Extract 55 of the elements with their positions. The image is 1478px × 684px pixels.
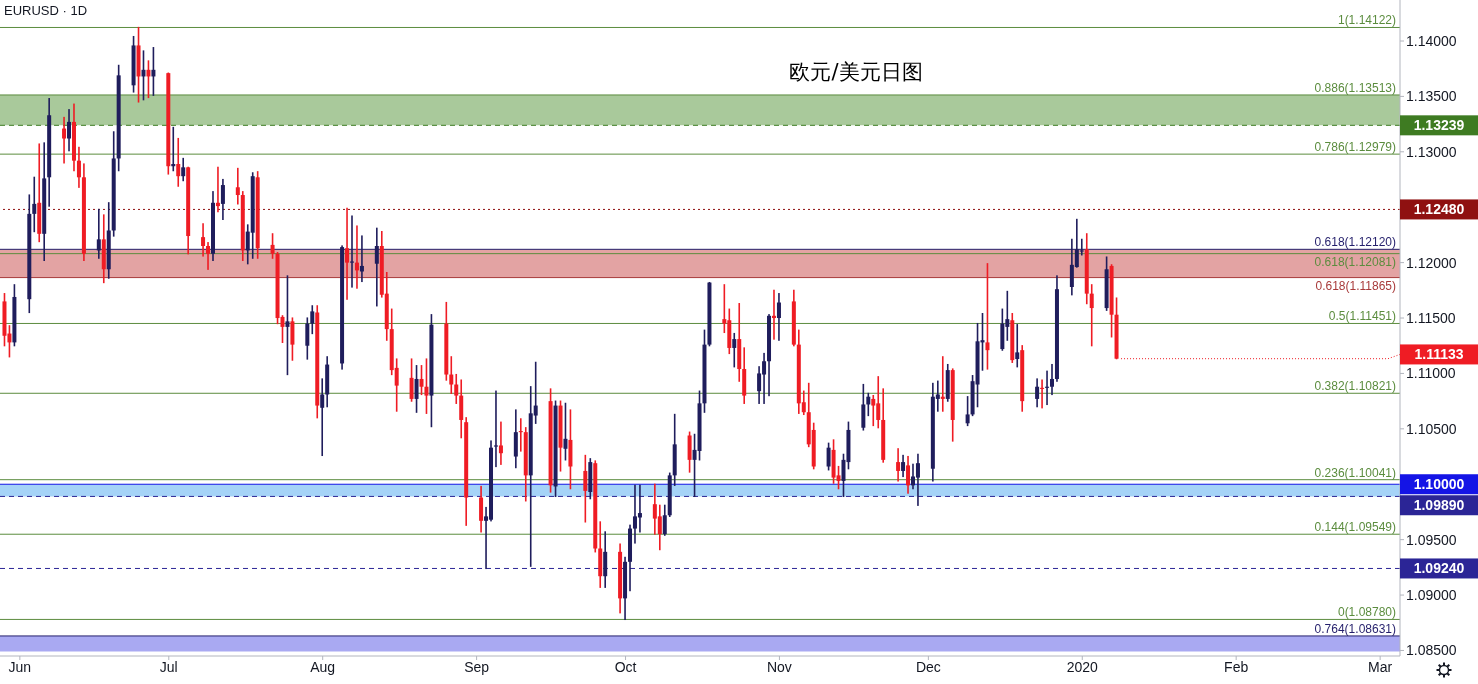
y-tick-label: 1.13500 [1406, 88, 1457, 105]
ref-line-label: 0.764(1.08631) [1314, 621, 1396, 636]
x-tick-label: Oct [614, 658, 637, 675]
x-tick-label: Sep [464, 658, 490, 675]
candlestick [345, 207, 350, 300]
candlestick [235, 167, 240, 205]
candlestick [1015, 324, 1020, 368]
ref-line-label: 1.12480 [1413, 201, 1465, 218]
ref-line-label: 0.144(1.09549) [1314, 520, 1396, 535]
ref-line-label: 0.5(1.11451) [1328, 309, 1396, 324]
ref-line-label: 0.236(1.10041) [1314, 465, 1396, 480]
ref-line-label: 0.382(1.10821) [1314, 379, 1396, 394]
x-tick-label: Feb [1224, 658, 1249, 675]
ref-line-label: 1.10000 [1413, 476, 1465, 493]
ref-line-label: 1.13239 [1413, 117, 1465, 134]
candlestick [871, 395, 876, 427]
ref-line-label: 1(1.14122) [1337, 13, 1396, 28]
y-tick-label: 1.11500 [1406, 310, 1456, 326]
y-tick-label: 1.10500 [1406, 420, 1457, 437]
y-tick-label: 1.14000 [1406, 32, 1457, 49]
ref-line-label: 1.09890 [1413, 497, 1465, 514]
ref-line-label: 1.09240 [1413, 560, 1465, 577]
candlestick [1089, 284, 1094, 347]
x-tick-label: Jul [159, 658, 178, 675]
annotation: 1.11133 [1414, 346, 1464, 363]
candlestick [215, 166, 220, 213]
y-tick-label: 1.12000 [1406, 254, 1457, 271]
candlestick [350, 215, 354, 288]
y-tick-label: 1.09000 [1406, 587, 1457, 604]
ref-line-label: 0.618(1.11865) [1315, 278, 1396, 293]
candlestick [201, 223, 206, 257]
candlestick [449, 356, 454, 394]
y-tick-label: 1.13000 [1406, 143, 1457, 160]
candlestick [32, 176, 37, 233]
ref-line-label: 0(1.08780) [1337, 605, 1396, 620]
y-tick-label: 1.08500 [1406, 642, 1457, 659]
x-tick-label: Aug [310, 658, 336, 675]
candlestick [1050, 363, 1054, 396]
ref-line-label: 0.786(1.12979) [1314, 140, 1396, 155]
candlestick [732, 332, 737, 368]
x-tick-label: Mar [1368, 658, 1393, 675]
x-tick-label: Jun [8, 658, 32, 675]
candlestick [176, 137, 181, 187]
candlestick [896, 448, 901, 482]
chart-subtitle: EURUSD · 1D [4, 3, 88, 18]
candlestick [493, 390, 498, 468]
y-tick-label: 1.11000 [1406, 365, 1456, 382]
ref-line-label: 0.886(1.13513) [1314, 80, 1396, 95]
x-tick-label: Nov [766, 658, 792, 675]
x-tick-label: 2020 [1066, 658, 1099, 675]
y-tick-label: 1.09500 [1406, 531, 1457, 548]
x-tick-label: Dec [915, 658, 941, 675]
text: 欧元/美元日图 [789, 60, 923, 84]
ref-line-label: 0.618(1.12081) [1314, 254, 1396, 269]
ref-line-label: 0.618(1.12120) [1314, 235, 1396, 250]
